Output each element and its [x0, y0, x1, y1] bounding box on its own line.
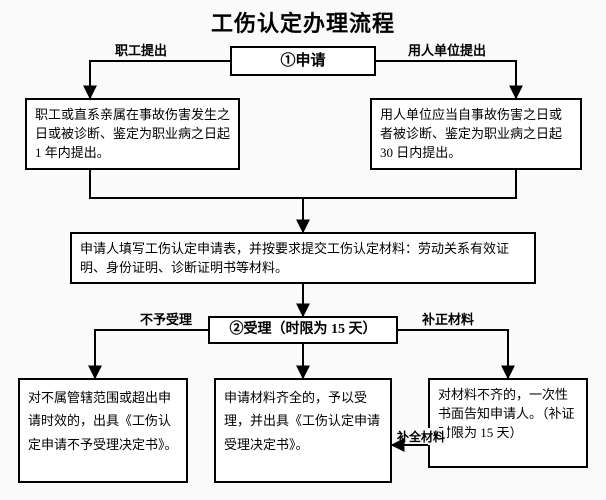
reject-box: 对不属管辖范围或超出申请时效的，出具《工伤认定申请不予受理决定书》。	[18, 378, 188, 483]
step1-box: ①申请	[230, 46, 376, 76]
page-title: 工伤认定办理流程	[0, 6, 606, 38]
supplement-label: 补全材料	[395, 428, 447, 445]
step1-left-label: 职工提出	[115, 40, 167, 59]
supplement-box: 对材料不齐的，一次性书面告知申请人。（补证时限为 15 天）	[428, 378, 588, 468]
step1-right-label: 用人单位提出	[408, 40, 486, 59]
materials-box: 申请人填写工伤认定申请表，并按要求提交工伤认定材料：劳动关系有效证明、身份证明、…	[70, 232, 536, 284]
step2-right-label: 补正材料	[422, 309, 474, 328]
employer-deadline-box: 用人单位应当自事故伤害之日或者被诊断、鉴定为职业病之日起 30 日内提出。	[370, 98, 582, 170]
step2-box: ②受理（时限为 15 天）	[208, 316, 398, 344]
employee-deadline-box: 职工或直系亲属在事故伤害发生之日或被诊断、鉴定为职业病之日起 1 年内提出。	[25, 98, 240, 170]
accept-box: 申请材料齐全的，予以受理，并出具《工伤认定申请受理决定书》。	[214, 378, 392, 483]
step2-left-label: 不予受理	[140, 309, 192, 328]
